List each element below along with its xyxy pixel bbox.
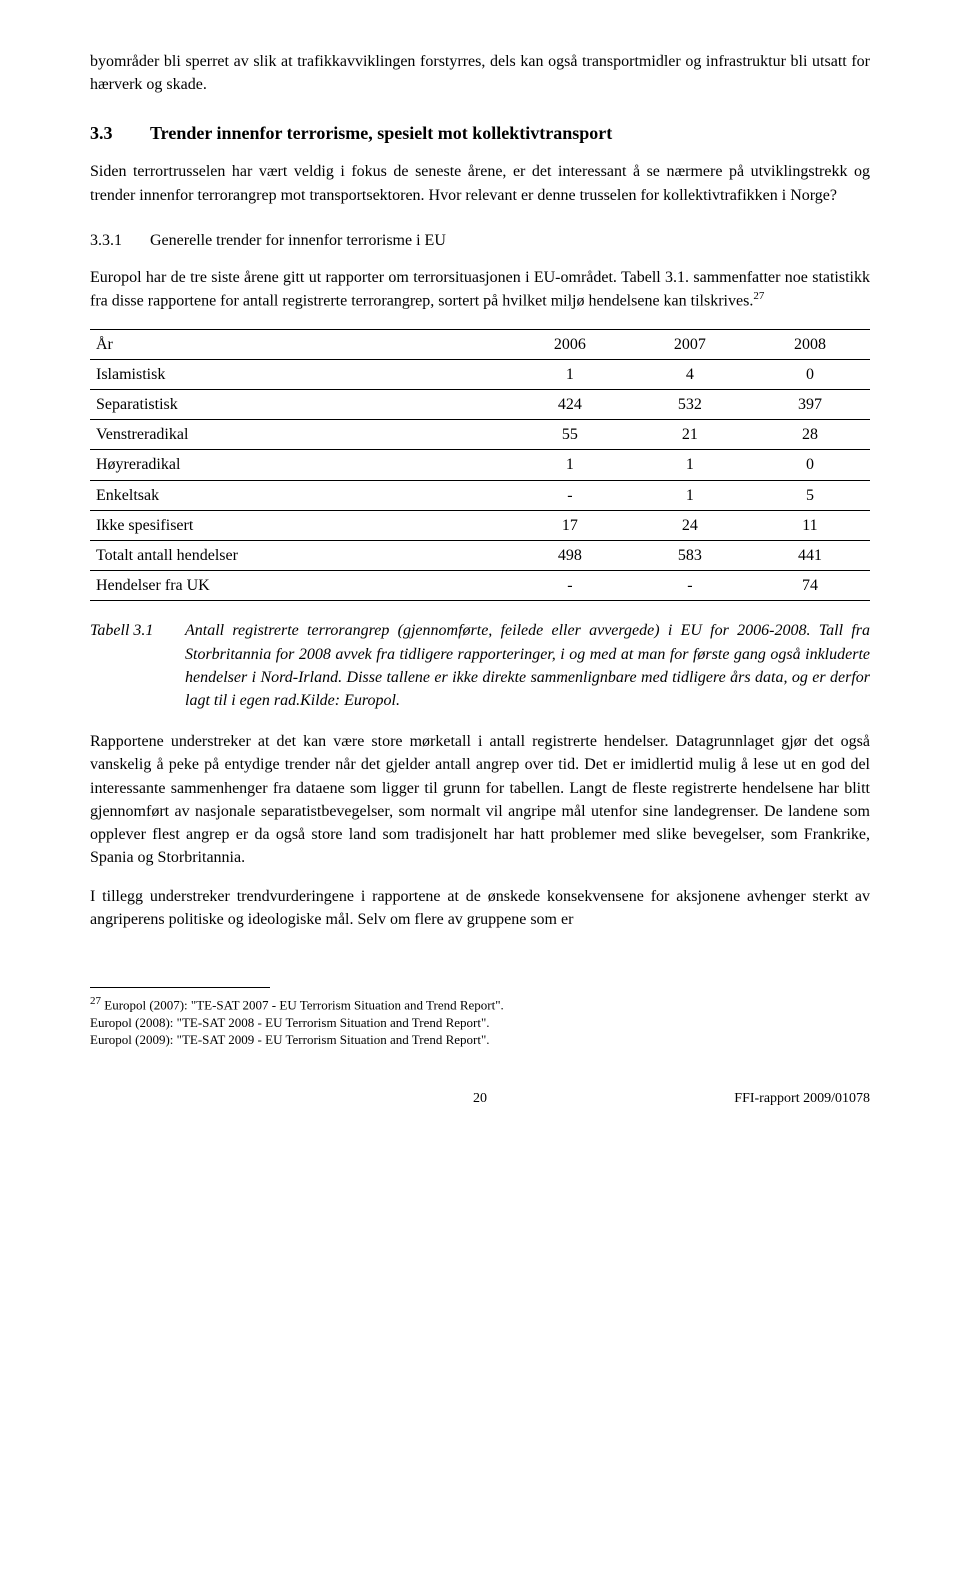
table-cell: 24 bbox=[630, 510, 750, 540]
table-cell: 0 bbox=[750, 359, 870, 389]
table-row: Separatistisk 424 532 397 bbox=[90, 390, 870, 420]
section-title: Trender innenfor terrorisme, spesielt mo… bbox=[150, 123, 612, 143]
table-cell: - bbox=[510, 480, 630, 510]
section-3-3-paragraph: Siden terrortrusselen har vært veldig i … bbox=[90, 160, 870, 206]
table-caption: Tabell 3.1 Antall registrerte terrorangr… bbox=[90, 619, 870, 712]
table-cell: 74 bbox=[750, 571, 870, 601]
table-cell: 424 bbox=[510, 390, 630, 420]
table-cell: 498 bbox=[510, 541, 630, 571]
table-header-cell: År bbox=[90, 329, 510, 359]
table-header-cell: 2008 bbox=[750, 329, 870, 359]
table-cell: Venstreradikal bbox=[90, 420, 510, 450]
table-row: Enkeltsak - 1 5 bbox=[90, 480, 870, 510]
table-cell: - bbox=[510, 571, 630, 601]
table-cell: 1 bbox=[510, 450, 630, 480]
table-cell: Hendelser fra UK bbox=[90, 571, 510, 601]
intro-paragraph: byområder bli sperret av slik at trafikk… bbox=[90, 50, 870, 96]
table-cell: 5 bbox=[750, 480, 870, 510]
table-cell: - bbox=[630, 571, 750, 601]
table-cell: 1 bbox=[630, 480, 750, 510]
table-cell: Separatistisk bbox=[90, 390, 510, 420]
final-paragraph: I tillegg understreker trendvurderingene… bbox=[90, 885, 870, 931]
footnote-separator bbox=[90, 987, 270, 988]
table-cell: Ikke spesifisert bbox=[90, 510, 510, 540]
page-footer: 20 FFI-rapport 2009/01078 bbox=[90, 1089, 870, 1109]
table-row: Islamistisk 1 4 0 bbox=[90, 359, 870, 389]
table-cell: Totalt antall hendelser bbox=[90, 541, 510, 571]
subsection-number: 3.3.1 bbox=[90, 229, 150, 252]
table-header-row: År 2006 2007 2008 bbox=[90, 329, 870, 359]
table-cell: 441 bbox=[750, 541, 870, 571]
table-header-cell: 2007 bbox=[630, 329, 750, 359]
section-number: 3.3 bbox=[90, 120, 150, 146]
terror-incidents-table: År 2006 2007 2008 Islamistisk 1 4 0 Sepa… bbox=[90, 329, 870, 602]
table-cell: 1 bbox=[510, 359, 630, 389]
table-cell: 532 bbox=[630, 390, 750, 420]
table-cell: Islamistisk bbox=[90, 359, 510, 389]
table-cell: 21 bbox=[630, 420, 750, 450]
footnote-line: Europol (2007): "TE-SAT 2007 - EU Terror… bbox=[101, 997, 504, 1012]
table-cell: 11 bbox=[750, 510, 870, 540]
table-header-cell: 2006 bbox=[510, 329, 630, 359]
footnote-27: 27 Europol (2007): "TE-SAT 2007 - EU Ter… bbox=[90, 994, 870, 1049]
table-row: Hendelser fra UK - - 74 bbox=[90, 571, 870, 601]
table-cell: 28 bbox=[750, 420, 870, 450]
page-number: 20 bbox=[270, 1089, 690, 1109]
caption-text: Antall registrerte terrorangrep (gjennom… bbox=[185, 619, 870, 712]
table-cell: 397 bbox=[750, 390, 870, 420]
table-cell: 55 bbox=[510, 420, 630, 450]
section-3-3-heading: 3.3Trender innenfor terrorisme, spesielt… bbox=[90, 120, 870, 146]
table-cell: 17 bbox=[510, 510, 630, 540]
table-row: Venstreradikal 55 21 28 bbox=[90, 420, 870, 450]
table-row: Høyreradikal 1 1 0 bbox=[90, 450, 870, 480]
subsection-title: Generelle trender for innenfor terrorism… bbox=[150, 232, 446, 249]
table-row: Ikke spesifisert 17 24 11 bbox=[90, 510, 870, 540]
table-row: Totalt antall hendelser 498 583 441 bbox=[90, 541, 870, 571]
table-cell: 0 bbox=[750, 450, 870, 480]
table-cell: 4 bbox=[630, 359, 750, 389]
caption-label: Tabell 3.1 bbox=[90, 619, 185, 712]
report-id: FFI-rapport 2009/01078 bbox=[690, 1089, 870, 1109]
section-3-3-1-heading: 3.3.1Generelle trender for innenfor terr… bbox=[90, 229, 870, 252]
footnote-line: Europol (2008): "TE-SAT 2008 - EU Terror… bbox=[90, 1015, 490, 1030]
table-cell: Høyreradikal bbox=[90, 450, 510, 480]
table-cell: 583 bbox=[630, 541, 750, 571]
footnote-number: 27 bbox=[90, 995, 101, 1007]
analysis-paragraph: Rapportene understreker at det kan være … bbox=[90, 730, 870, 869]
table-cell: Enkeltsak bbox=[90, 480, 510, 510]
table-cell: 1 bbox=[630, 450, 750, 480]
footnote-line: Europol (2009): "TE-SAT 2009 - EU Terror… bbox=[90, 1032, 490, 1047]
section-3-3-1-paragraph: Europol har de tre siste årene gitt ut r… bbox=[90, 266, 870, 313]
footnote-ref-27: 27 bbox=[753, 290, 764, 302]
